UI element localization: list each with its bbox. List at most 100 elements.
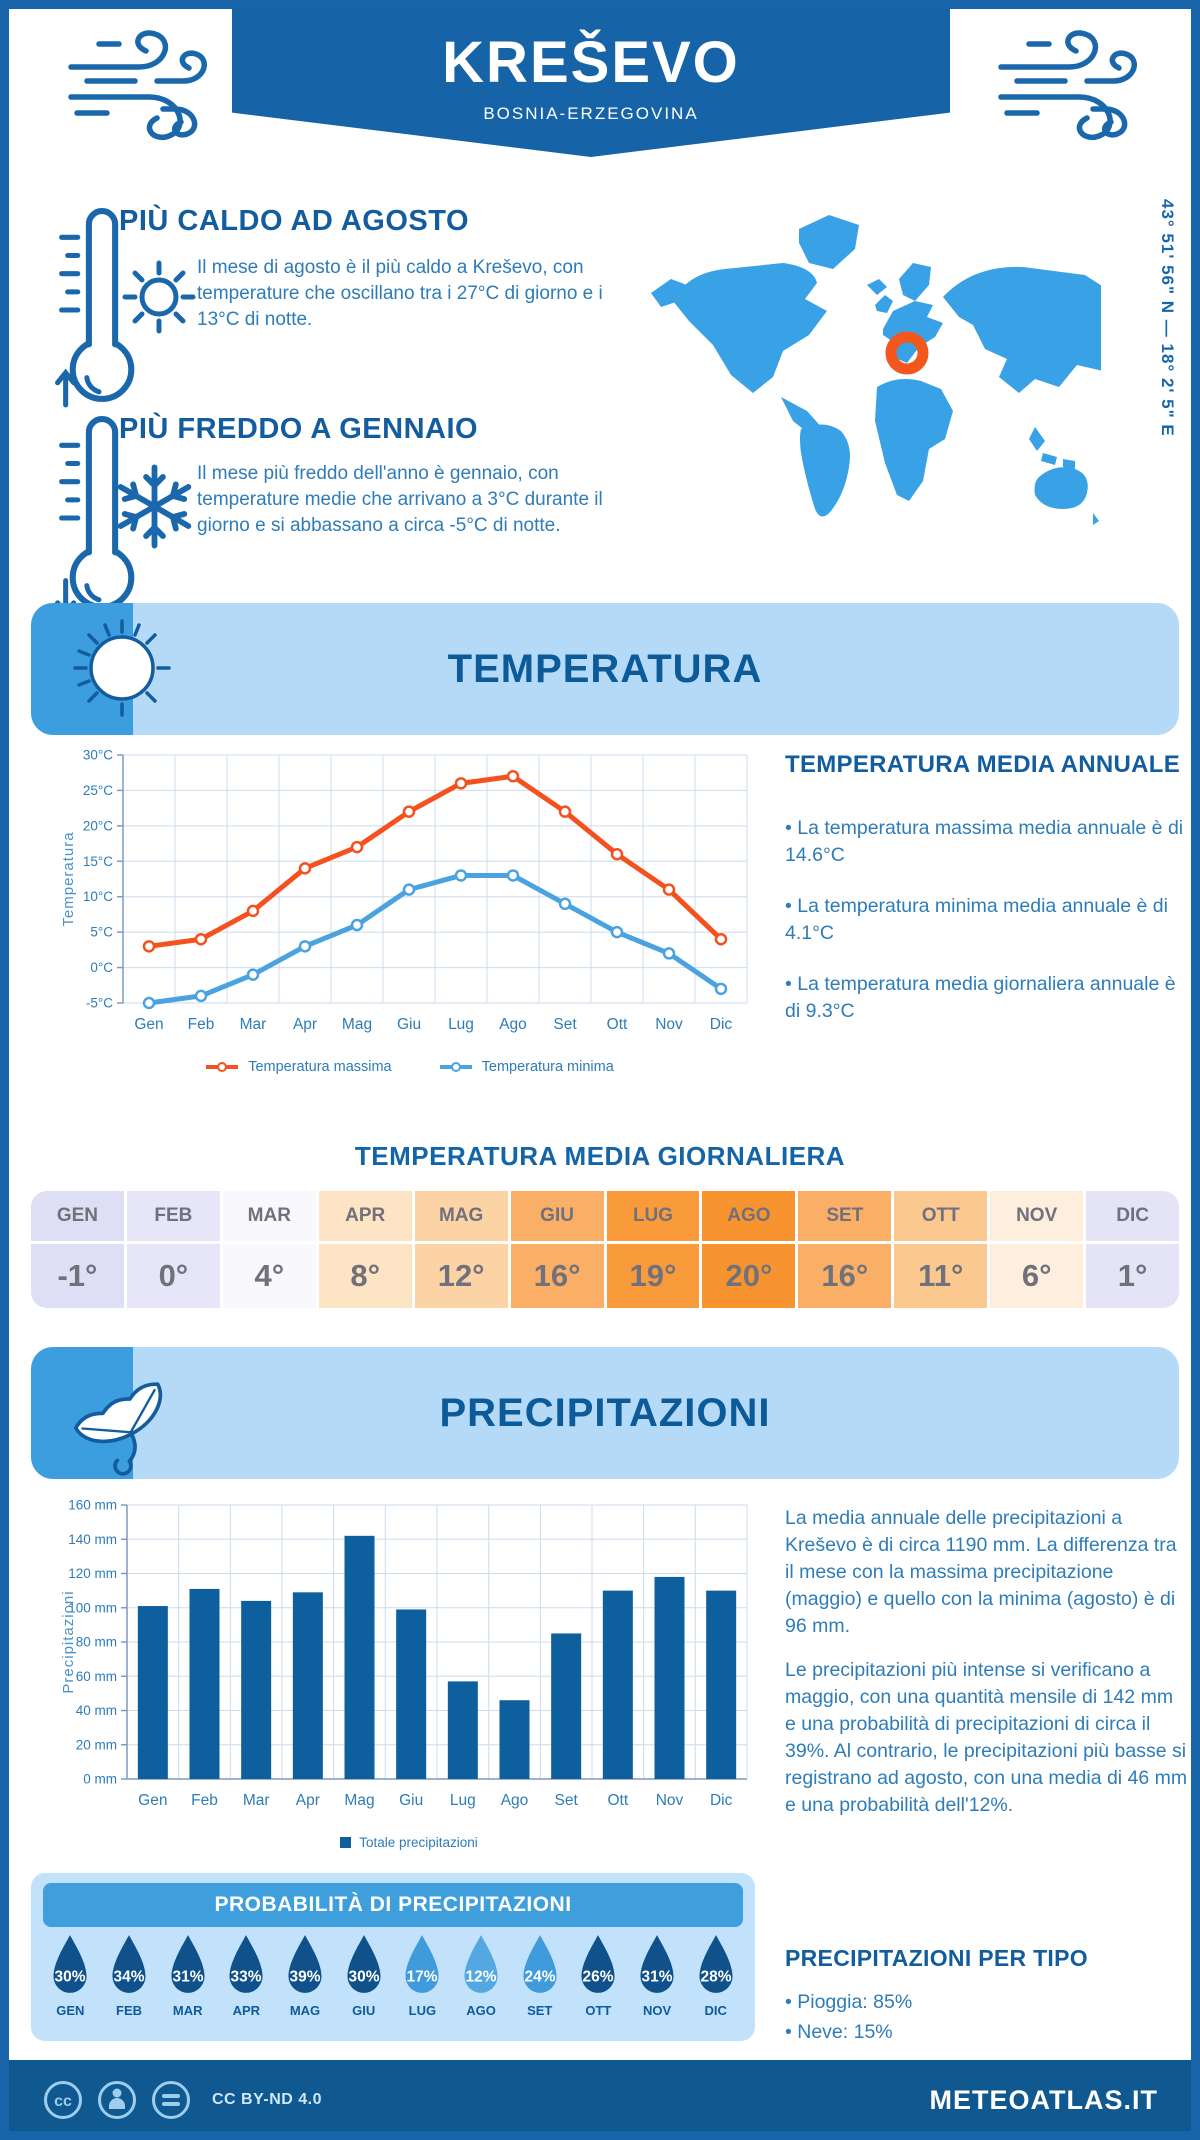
precip-type-item: • Neve: 15%	[785, 2021, 893, 2044]
precip-prob-drop: 24% SET	[510, 1933, 569, 2018]
svg-text:20°C: 20°C	[83, 818, 113, 833]
table-month-value: 8°	[350, 1258, 381, 1293]
precip-prob-drop: 30% GEN	[41, 1933, 100, 2018]
daily-table-title: TEMPERATURA MEDIA GIORNALIERA	[354, 1141, 846, 1171]
precip-prob-drop: 34% FEB	[100, 1933, 159, 2018]
table-month-label: FEB	[126, 1191, 220, 1244]
svg-text:Ago: Ago	[499, 1016, 527, 1033]
precipitation-bar-chart: 160 mm 140 mm 120 mm 100 mm 80 mm 60 mm 40 mm 2…	[60, 1498, 748, 1809]
svg-text:Ott: Ott	[607, 1016, 628, 1033]
sun-icon	[122, 260, 196, 334]
legend-item: Temperatura minima	[438, 1059, 614, 1075]
table-month-value: -1°	[57, 1258, 98, 1293]
thermometer-cold-icon	[55, 416, 135, 617]
svg-text:Temperatura: Temperatura	[60, 831, 77, 926]
precip-probability-panel: PROBABILITÀ DI PRECIPITAZIONI 30% GEN 34…	[31, 1873, 755, 2041]
precip-prob-drop: 31% NOV	[628, 1933, 687, 2018]
precip-bar	[344, 1535, 375, 1779]
wind-icon	[998, 30, 1137, 141]
precip-prob-drop: 30% GIU	[334, 1933, 393, 2018]
precip-prob-drop: 28% DIC	[686, 1933, 745, 2018]
cc-attribution-icon	[98, 2081, 136, 2119]
svg-text:Lug: Lug	[450, 1792, 476, 1809]
drop-month-label: GEN	[56, 2003, 85, 2018]
precip-bar	[551, 1633, 582, 1779]
svg-text:24%: 24%	[524, 1969, 555, 1986]
svg-text:17%: 17%	[407, 1969, 438, 1986]
svg-text:5°C: 5°C	[90, 925, 113, 940]
svg-text:26%: 26%	[583, 1969, 614, 1986]
svg-text:39%: 39%	[290, 1969, 321, 1986]
svg-text:Gen: Gen	[138, 1792, 167, 1809]
table-month-value: 12°	[437, 1258, 485, 1293]
precip-bar	[654, 1576, 685, 1779]
svg-text:30%: 30%	[348, 1969, 379, 1986]
precip-paragraph: Le precipitazioni più intense si verific…	[785, 1659, 1188, 1816]
table-month-value: 19°	[629, 1258, 677, 1293]
temperature-chart-legend: Temperatura massima Temperatura minima	[59, 1059, 759, 1075]
table-month-label: SET	[798, 1191, 892, 1244]
header-ribbon: KREŠEVO BOSNIA-ERZEGOVINA	[232, 9, 950, 157]
temperature-section-banner: TEMPERATURA	[31, 603, 1179, 735]
raindrop-icon: 12%	[464, 1935, 498, 1993]
svg-text:31%: 31%	[172, 1969, 203, 1986]
drop-month-label: AGO	[466, 2003, 496, 2018]
svg-text:80 mm: 80 mm	[76, 1635, 117, 1650]
table-month-label: GEN	[31, 1191, 124, 1244]
table-month-column: GEN -1°	[31, 1191, 124, 1308]
svg-text:28%: 28%	[700, 1969, 731, 1986]
raindrop-icon: 24%	[523, 1935, 557, 1993]
table-month-label: LUG	[606, 1191, 700, 1244]
svg-text:Apr: Apr	[293, 1016, 317, 1033]
svg-text:31%: 31%	[642, 1969, 673, 1986]
svg-text:Ago: Ago	[501, 1792, 529, 1809]
svg-text:Feb: Feb	[188, 1016, 215, 1033]
table-month-column: SET 16°	[798, 1191, 892, 1308]
precip-bar	[447, 1681, 478, 1779]
umbrella-icon	[73, 1382, 163, 1476]
raindrop-icon: 30%	[347, 1935, 381, 1993]
precip-prob-drop: 12% AGO	[452, 1933, 511, 2018]
precip-prob-drop: 33% APR	[217, 1933, 276, 2018]
table-month-column: OTT 11°	[894, 1191, 988, 1308]
svg-text:Precipitazioni: Precipitazioni	[60, 1590, 77, 1693]
cc-nd-icon	[152, 2081, 190, 2119]
precip-prob-row: 30% GEN 34% FEB 31% MAR 33% APR 39% MAG …	[41, 1933, 745, 2018]
table-month-value: 20°	[725, 1258, 773, 1293]
svg-text:0°C: 0°C	[90, 960, 113, 975]
table-month-value: 16°	[533, 1258, 581, 1293]
raindrop-icon: 31%	[171, 1935, 205, 1993]
coordinates-label: 43° 51' 56" N — 18° 2' 5" E	[1158, 199, 1177, 437]
raindrop-icon: 28%	[699, 1935, 733, 1993]
table-month-label: MAG	[414, 1191, 508, 1244]
table-month-value: 16°	[821, 1258, 869, 1293]
cc-icon: cc	[44, 2081, 82, 2119]
raindrop-icon: 17%	[405, 1935, 439, 1993]
svg-text:Mag: Mag	[344, 1792, 374, 1809]
location-marker	[885, 331, 929, 375]
footer: cc CC BY-ND 4.0 METEOATLAS.IT	[9, 2060, 1191, 2131]
precip-type-item: • Pioggia: 85%	[785, 1991, 913, 2013]
svg-text:Mag: Mag	[342, 1016, 372, 1033]
precip-prob-drop: 31% MAR	[158, 1933, 217, 2018]
precip-bar	[499, 1700, 530, 1779]
drop-month-label: GIU	[352, 2003, 376, 2018]
table-month-label: DIC	[1086, 1191, 1179, 1244]
precip-prob-drop: 17% LUG	[393, 1933, 452, 2018]
precip-prob-drop: 26% OTT	[569, 1933, 628, 2018]
svg-text:15°C: 15°C	[83, 854, 113, 869]
raindrop-icon: 39%	[288, 1935, 322, 1993]
daily-temp-table: GEN -1° FEB 0° MAR 4° APR 8° MAG 12° GIU 16° L…	[31, 1191, 1179, 1308]
precip-bar	[602, 1590, 633, 1779]
svg-text:33%: 33%	[231, 1969, 262, 1986]
drop-month-label: APR	[232, 2003, 261, 2018]
svg-text:40 mm: 40 mm	[76, 1703, 117, 1718]
precip-bar	[706, 1590, 737, 1779]
table-month-value: 11°	[918, 1258, 964, 1293]
precip-paragraph: La media annuale delle precipitazioni a …	[785, 1507, 1177, 1637]
svg-text:100 mm: 100 mm	[68, 1600, 117, 1615]
drop-month-label: MAR	[172, 2003, 203, 2018]
svg-text:Giu: Giu	[397, 1016, 421, 1033]
svg-text:Lug: Lug	[448, 1016, 474, 1033]
table-month-value: 0°	[158, 1258, 189, 1293]
